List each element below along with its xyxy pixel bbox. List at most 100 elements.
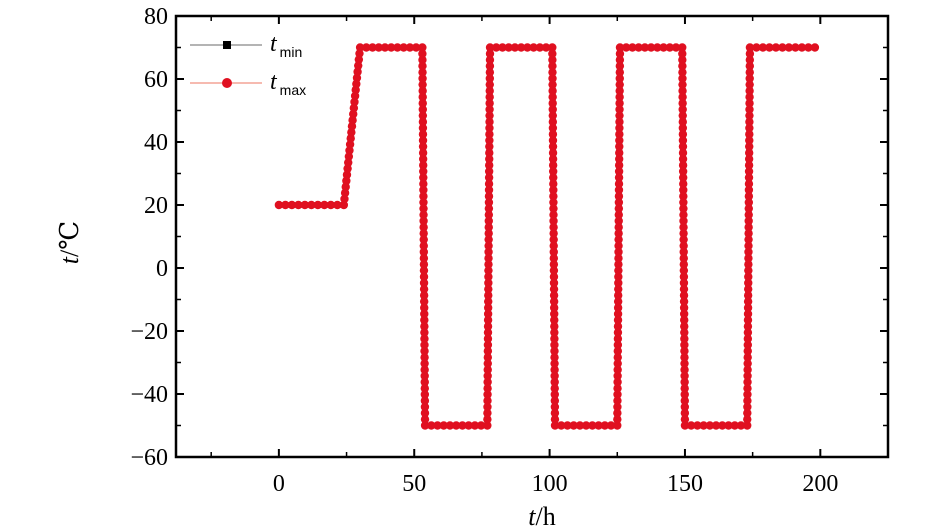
data-point-max [550, 415, 560, 424]
data-point-max [615, 99, 624, 108]
data-point-max [745, 99, 754, 108]
data-point-max [548, 49, 557, 58]
y-tick-label: −40 [130, 382, 168, 408]
data-point-max [614, 192, 624, 201]
data-point-max [613, 415, 622, 424]
data-point-max [665, 43, 674, 52]
data-point-max [550, 390, 559, 399]
data-point-max [484, 173, 494, 182]
data-point-max [678, 154, 688, 164]
data-point-max [744, 229, 753, 238]
y-tick-label: −20 [130, 319, 168, 345]
data-point-max [640, 43, 650, 52]
data-point-max [744, 192, 754, 201]
data-point-max [752, 43, 761, 52]
data-point-max [563, 421, 572, 430]
data-point-max [483, 421, 492, 430]
data-point-max [549, 253, 559, 263]
data-point-max [483, 402, 492, 412]
data-point-max [420, 421, 430, 430]
data-point-max [420, 328, 429, 337]
data-point-max [804, 43, 813, 52]
data-point-max [646, 43, 656, 52]
data-point-max [678, 173, 688, 182]
data-point-max [483, 396, 492, 405]
data-point-max [368, 43, 377, 52]
data-point-max [743, 402, 752, 412]
data-point-max [680, 390, 689, 399]
data-point-max [678, 80, 687, 89]
data-point-max [588, 421, 597, 430]
data-point-max [549, 272, 559, 281]
data-point-max [614, 235, 623, 244]
data-point-max [745, 74, 754, 83]
data-point-max [550, 309, 559, 319]
series-line-max [278, 47, 815, 426]
data-point-max [680, 365, 689, 374]
data-point-max [345, 140, 355, 149]
data-point-max [744, 266, 753, 275]
data-point-max [418, 55, 427, 65]
data-point-max [745, 111, 754, 120]
data-point-max [420, 390, 430, 399]
data-point-max [744, 210, 753, 220]
data-point-max [483, 309, 493, 319]
data-point-max [745, 61, 754, 71]
data-point-max [678, 130, 688, 139]
data-point-max [614, 260, 623, 269]
y-tick-label: 60 [144, 67, 168, 93]
data-point-max [743, 334, 753, 343]
x-tick-label: 150 [667, 471, 703, 497]
data-point-max [516, 43, 526, 52]
data-point-max [680, 415, 690, 424]
data-point-max [548, 130, 558, 139]
data-point-max [419, 260, 429, 269]
data-point-max [342, 170, 352, 179]
data-point-max [548, 86, 557, 96]
data-point-max [679, 309, 689, 319]
data-point-max [550, 371, 559, 381]
x-tick-label: 200 [802, 471, 838, 497]
data-point-max [485, 61, 495, 71]
data-point-max [680, 408, 690, 418]
data-point-max [679, 291, 689, 300]
data-point-max [485, 117, 494, 127]
data-point-max [613, 402, 622, 412]
data-point-max [678, 49, 687, 58]
data-point-max [613, 346, 623, 356]
data-point-max [549, 241, 558, 250]
chart-marks [274, 43, 820, 430]
data-point-max [339, 200, 349, 210]
data-point-max [492, 43, 501, 52]
data-point-max [485, 123, 494, 133]
data-point-max [346, 134, 355, 143]
data-point-max [464, 421, 473, 430]
data-point-max [679, 260, 689, 269]
data-point-max [483, 353, 493, 362]
data-point-max [613, 297, 623, 306]
data-point-max [483, 340, 493, 350]
legend-label-var: t [270, 69, 278, 95]
data-point-max [419, 216, 428, 226]
data-point-max [549, 216, 558, 226]
data-point-max [679, 192, 688, 201]
data-point-max [484, 235, 493, 244]
data-point-max [307, 200, 316, 210]
data-point-max [784, 43, 794, 52]
data-point-max [420, 359, 429, 368]
data-point-max [510, 43, 520, 52]
data-point-max [686, 421, 696, 430]
data-point-max [705, 421, 715, 430]
data-point-max [484, 291, 493, 300]
data-point-max [550, 396, 560, 405]
data-point-max [420, 346, 429, 356]
data-point-max [418, 130, 428, 139]
data-point-max [745, 105, 754, 114]
data-point-max [680, 340, 689, 350]
data-point-max [678, 68, 687, 77]
data-point-max [550, 340, 559, 350]
data-point-max [342, 176, 351, 185]
data-point-max [347, 122, 357, 131]
series-line-min [278, 47, 815, 426]
